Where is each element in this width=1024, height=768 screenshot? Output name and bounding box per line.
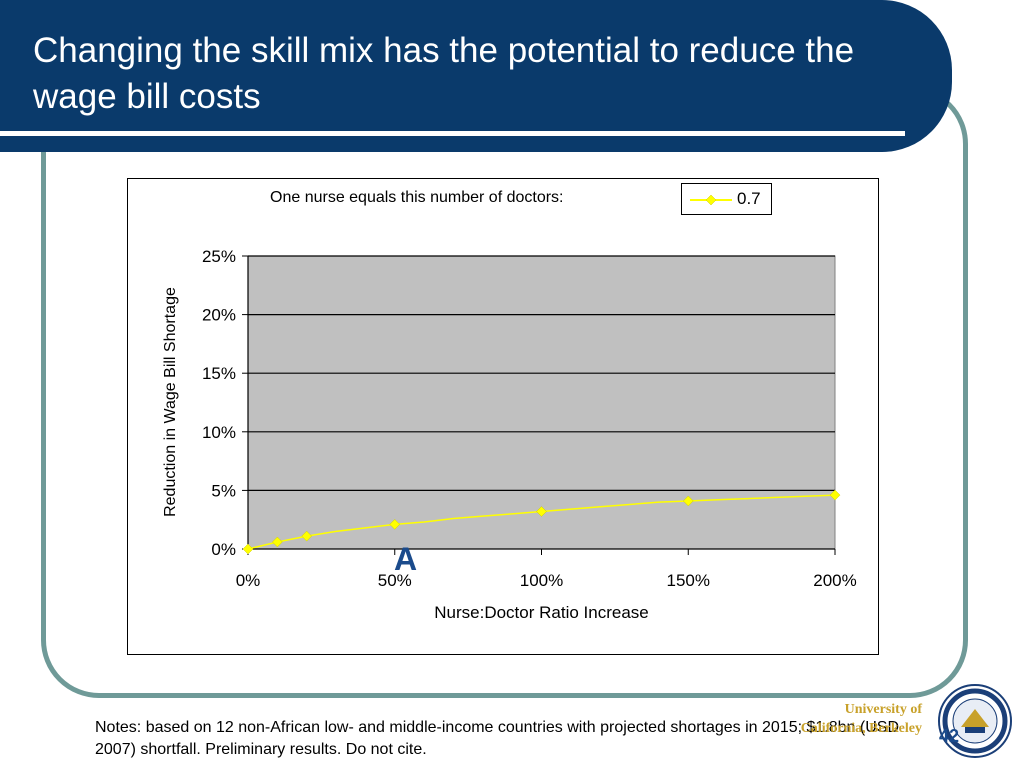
title-bar: Changing the skill mix has the potential…	[0, 0, 952, 152]
x-tick-label: 50%	[378, 571, 412, 590]
data-point	[389, 519, 401, 530]
y-tick-label: 15%	[202, 364, 236, 383]
data-point	[242, 543, 254, 555]
legend-caption: One nurse equals this number of doctors:	[270, 189, 564, 206]
page-number: 42	[939, 726, 960, 746]
university-name: University of California, Berkeley	[770, 700, 922, 738]
y-tick-label: 25%	[202, 247, 236, 266]
legend-series-label: 0.7	[737, 189, 761, 208]
y-axis-label: Reduction in Wage Bill Shortage	[162, 287, 179, 517]
x-tick-label: 0%	[236, 571, 261, 590]
data-point	[536, 506, 547, 517]
x-tick-label: 200%	[813, 571, 856, 590]
legend: 0.7	[681, 183, 772, 215]
university-seal-icon	[938, 684, 1012, 758]
slide-notes: Notes: based on 12 non-African low- and …	[95, 719, 899, 758]
x-axis-label: Nurse:Doctor Ratio Increase	[434, 603, 649, 622]
x-tick-label: 100%	[520, 571, 563, 590]
y-tick-label: 10%	[202, 423, 236, 442]
y-tick-label: 0%	[211, 540, 236, 559]
title-underline	[0, 131, 905, 136]
slide-title: Changing the skill mix has the potential…	[33, 31, 855, 116]
x-tick-label: 150%	[667, 571, 710, 590]
data-point	[829, 489, 841, 501]
annotation-letter: A	[394, 541, 418, 577]
data-point	[301, 530, 313, 542]
data-point	[271, 536, 283, 548]
legend-series-swatch-icon	[690, 194, 732, 206]
university-name-line-2: California, Berkeley	[800, 721, 922, 736]
university-name-line-1: University of	[844, 702, 922, 717]
plot-background	[247, 255, 836, 550]
data-point	[682, 495, 694, 507]
y-tick-label: 5%	[211, 481, 236, 500]
y-tick-label: 20%	[202, 306, 236, 325]
